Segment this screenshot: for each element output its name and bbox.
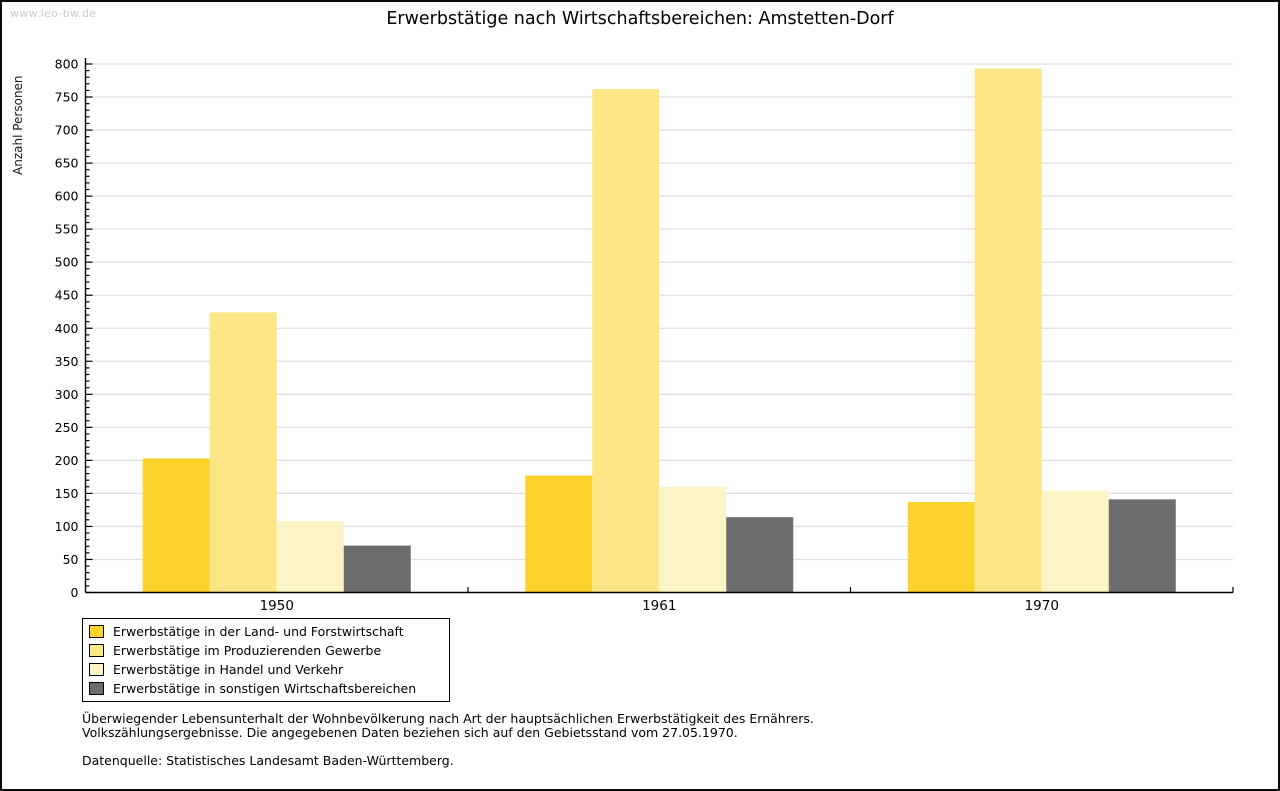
legend-item: Erwerbstätige in sonstigen Wirtschaftsbe… bbox=[89, 681, 443, 696]
watermark: www.leo-bw.de bbox=[10, 7, 97, 20]
bar-1961-series4 bbox=[726, 517, 794, 593]
legend-swatch bbox=[89, 644, 104, 657]
y-tick-label: 650 bbox=[55, 156, 79, 171]
legend-label: Erwerbstätige in der Land- und Forstwirt… bbox=[113, 624, 404, 639]
data-source: Datenquelle: Statistisches Landesamt Bad… bbox=[82, 753, 454, 768]
y-tick-label: 600 bbox=[55, 189, 79, 204]
y-tick-label: 350 bbox=[55, 354, 79, 369]
bar-1970-series1 bbox=[907, 501, 975, 593]
y-tick-label: 450 bbox=[55, 288, 79, 303]
footnote-line: Überwiegender Lebensunterhalt der Wohnbe… bbox=[82, 711, 814, 726]
y-tick-label: 700 bbox=[55, 123, 79, 138]
y-tick-label: 400 bbox=[55, 321, 79, 336]
axes bbox=[84, 58, 1233, 594]
x-labels: 1950 1961 1970 bbox=[260, 598, 1059, 614]
y-tick-label: 800 bbox=[55, 57, 79, 72]
bar-1970-series4 bbox=[1108, 499, 1176, 593]
legend-item: Erwerbstätige in Handel und Verkehr bbox=[89, 662, 443, 677]
legend: Erwerbstätige in der Land- und Forstwirt… bbox=[82, 618, 450, 702]
x-category-label: 1970 bbox=[1025, 598, 1059, 614]
legend-label: Erwerbstätige im Produzierenden Gewerbe bbox=[113, 643, 382, 658]
legend-swatch bbox=[89, 682, 104, 695]
y-tick-label: 50 bbox=[63, 552, 79, 567]
legend-label: Erwerbstätige in Handel und Verkehr bbox=[113, 662, 344, 677]
footnote-line: Volkszählungsergebnisse. Die angegebenen… bbox=[82, 725, 738, 740]
bar-1970-series3 bbox=[1041, 490, 1109, 593]
bar-1961-series3 bbox=[659, 486, 727, 593]
bar-1950-series2 bbox=[209, 312, 277, 593]
y-tick-label: 500 bbox=[55, 255, 79, 270]
bars bbox=[142, 68, 1176, 593]
legend-item: Erwerbstätige im Produzierenden Gewerbe bbox=[89, 643, 443, 658]
bar-1950-series4 bbox=[343, 545, 411, 593]
bar-1961-series1 bbox=[525, 475, 593, 593]
legend-swatch bbox=[89, 663, 104, 676]
x-category-label: 1961 bbox=[642, 598, 676, 614]
y-tick-label: 0 bbox=[71, 585, 79, 600]
footnotes: Überwiegender Lebensunterhalt der Wohnbe… bbox=[82, 712, 814, 768]
y-tick-label: 100 bbox=[55, 519, 79, 534]
chart-title: Erwerbstätige nach Wirtschaftsbereichen:… bbox=[386, 9, 894, 29]
legend-label: Erwerbstätige in sonstigen Wirtschaftsbe… bbox=[113, 681, 417, 696]
x-ticks bbox=[467, 587, 1234, 593]
legend-swatch bbox=[89, 625, 104, 638]
y-axis-label: Anzahl Personen bbox=[11, 75, 25, 175]
y-tick-label: 300 bbox=[55, 387, 79, 402]
y-tick-label: 250 bbox=[55, 420, 79, 435]
x-category-label: 1950 bbox=[260, 598, 294, 614]
y-tick-labels: 0 50 100 150 200 250 300 350 400 450 500 550 600 650 7… bbox=[55, 57, 79, 601]
bar-1961-series2 bbox=[592, 89, 660, 593]
bar-1950-series3 bbox=[276, 521, 344, 593]
y-tick-label: 750 bbox=[55, 90, 79, 105]
bar-1970-series2 bbox=[974, 68, 1042, 593]
y-ticks bbox=[85, 63, 93, 594]
bar-1950-series1 bbox=[142, 458, 210, 593]
legend-item: Erwerbstätige in der Land- und Forstwirt… bbox=[89, 624, 443, 639]
y-tick-label: 200 bbox=[55, 453, 79, 468]
y-tick-label: 550 bbox=[55, 222, 79, 237]
y-tick-label: 150 bbox=[55, 486, 79, 501]
